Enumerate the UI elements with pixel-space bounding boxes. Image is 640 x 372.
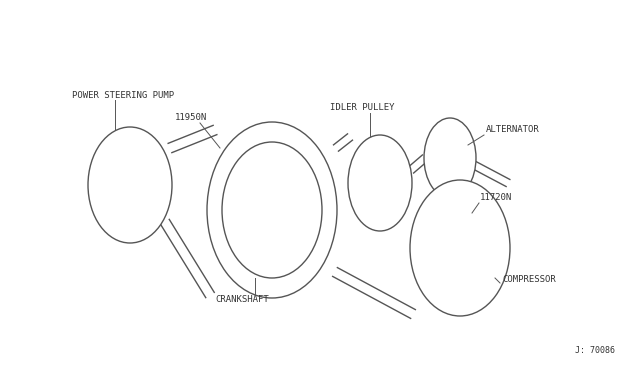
- Ellipse shape: [348, 135, 412, 231]
- Ellipse shape: [424, 118, 476, 198]
- Text: ALTERNATOR: ALTERNATOR: [486, 125, 540, 135]
- Text: POWER STEERING PUMP: POWER STEERING PUMP: [72, 90, 174, 99]
- Ellipse shape: [88, 127, 172, 243]
- Ellipse shape: [207, 122, 337, 298]
- Text: IDLER PULLEY: IDLER PULLEY: [330, 103, 394, 112]
- Ellipse shape: [222, 142, 322, 278]
- Ellipse shape: [410, 180, 510, 316]
- Text: 11720N: 11720N: [480, 193, 512, 202]
- Text: 11950N: 11950N: [175, 113, 207, 122]
- Text: COMPRESSOR: COMPRESSOR: [502, 276, 556, 285]
- Text: CRANKSHAFT: CRANKSHAFT: [215, 295, 269, 305]
- Text: J: 70086: J: 70086: [575, 346, 615, 355]
